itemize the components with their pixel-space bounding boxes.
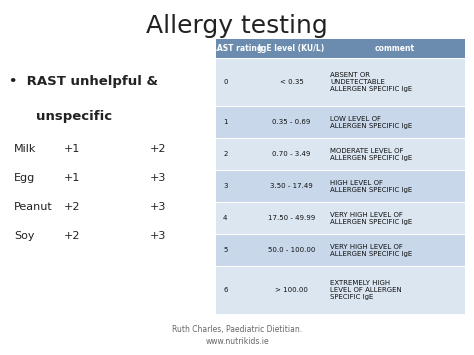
Bar — [216, 58, 465, 106]
Text: 5: 5 — [223, 247, 228, 253]
Text: +3: +3 — [149, 231, 166, 241]
Text: 17.50 - 49.99: 17.50 - 49.99 — [268, 215, 315, 221]
Text: Milk: Milk — [14, 144, 36, 154]
Text: > 100.00: > 100.00 — [275, 287, 308, 293]
Bar — [216, 202, 465, 234]
Text: RAST rating: RAST rating — [211, 44, 263, 53]
Text: +2: +2 — [64, 231, 81, 241]
Text: +2: +2 — [64, 202, 81, 212]
Text: Soy: Soy — [14, 231, 35, 241]
Bar — [216, 234, 465, 266]
Text: 6: 6 — [223, 287, 228, 293]
Text: < 0.35: < 0.35 — [280, 79, 303, 85]
Text: •  RAST unhelpful &: • RAST unhelpful & — [9, 75, 158, 88]
Text: +3: +3 — [149, 173, 166, 183]
Bar — [216, 138, 465, 170]
Text: +2: +2 — [149, 144, 166, 154]
Text: MODERATE LEVEL OF
ALLERGEN SPECIFIC IgE: MODERATE LEVEL OF ALLERGEN SPECIFIC IgE — [330, 148, 412, 161]
Text: LOW LEVEL OF
ALLERGEN SPECIFIC IgE: LOW LEVEL OF ALLERGEN SPECIFIC IgE — [330, 116, 412, 129]
Text: Egg: Egg — [14, 173, 36, 183]
Text: VERY HIGH LEVEL OF
ALLERGEN SPECIFIC IgE: VERY HIGH LEVEL OF ALLERGEN SPECIFIC IgE — [330, 212, 412, 225]
Bar — [216, 170, 465, 202]
Text: 1: 1 — [223, 119, 228, 125]
Text: 0: 0 — [223, 79, 228, 85]
Text: 2: 2 — [223, 151, 228, 157]
Text: 4: 4 — [223, 215, 228, 221]
Text: unspecific: unspecific — [36, 110, 112, 123]
Text: Peanut: Peanut — [14, 202, 53, 212]
Text: comment: comment — [375, 44, 415, 53]
Text: IgE level (KU/L): IgE level (KU/L) — [258, 44, 325, 53]
Bar — [216, 106, 465, 138]
Bar — [216, 266, 465, 314]
Text: EXTREMELY HIGH
LEVEL OF ALLERGEN
SPECIFIC IgE: EXTREMELY HIGH LEVEL OF ALLERGEN SPECIFI… — [330, 280, 402, 300]
Text: 0.70 - 3.49: 0.70 - 3.49 — [273, 151, 311, 157]
Text: 3.50 - 17.49: 3.50 - 17.49 — [270, 183, 313, 189]
Text: 0.35 - 0.69: 0.35 - 0.69 — [273, 119, 311, 125]
Text: Allergy testing: Allergy testing — [146, 14, 328, 38]
Bar — [216, 39, 465, 58]
Text: 50.0 - 100.00: 50.0 - 100.00 — [268, 247, 315, 253]
Text: +1: +1 — [64, 144, 81, 154]
Text: VERY HIGH LEVEL OF
ALLERGEN SPECIFIC IgE: VERY HIGH LEVEL OF ALLERGEN SPECIFIC IgE — [330, 244, 412, 257]
Text: 3: 3 — [223, 183, 228, 189]
Text: ABSENT OR
UNDETECTABLE
ALLERGEN SPECIFIC IgE: ABSENT OR UNDETECTABLE ALLERGEN SPECIFIC… — [330, 72, 412, 93]
Text: Ruth Charles, Paediatric Dietitian.
www.nutrikids.ie: Ruth Charles, Paediatric Dietitian. www.… — [172, 325, 302, 346]
Text: HIGH LEVEL OF
ALLERGEN SPECIFIC IgE: HIGH LEVEL OF ALLERGEN SPECIFIC IgE — [330, 180, 412, 193]
Text: +3: +3 — [149, 202, 166, 212]
Text: +1: +1 — [64, 173, 81, 183]
